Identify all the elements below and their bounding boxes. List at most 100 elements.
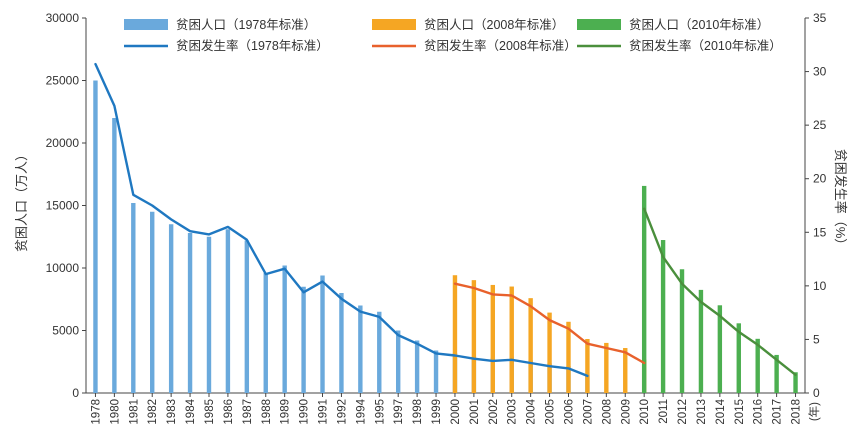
bar-3	[755, 338, 760, 393]
y-right-tick-label: 30	[813, 65, 827, 79]
legend-line-label-2: 贫困发生率（2008年标准）	[424, 38, 577, 53]
bar-1	[433, 350, 439, 393]
x-axis-unit-label: (年)	[807, 402, 821, 421]
bars	[93, 80, 798, 393]
x-tick-label: 1982	[147, 399, 159, 425]
bar-1	[112, 118, 117, 393]
x-tick-label: 1989	[280, 399, 292, 425]
bar-3	[679, 269, 685, 393]
bar-2	[509, 286, 514, 393]
x-tick-label: 1991	[318, 399, 330, 425]
bar-2	[623, 348, 628, 393]
bar-1	[131, 203, 136, 393]
x-tick-label: 1998	[412, 399, 424, 425]
x-tick-label: 1992	[336, 399, 348, 425]
y-left-tick-label: 15000	[46, 199, 80, 213]
bar-1	[206, 236, 212, 393]
bar-3	[641, 185, 647, 393]
y-left-tick-label: 30000	[46, 11, 80, 25]
legend-bar-label-3: 贫困人口（2010年标准）	[629, 17, 769, 32]
legend: 贫困人口（1978年标准） 贫困人口（2008年标准） 贫困人口（2010年标准） 贫…	[124, 17, 782, 53]
line-series-1	[94, 62, 589, 378]
bar-1	[168, 224, 174, 393]
y-right-tick-label: 10	[813, 279, 827, 293]
y-right-tick-label: 0	[813, 386, 820, 400]
x-tick-label: 2005	[545, 399, 557, 425]
bar-1	[263, 273, 268, 393]
bar-1	[414, 340, 420, 393]
legend-bar-swatch-3	[577, 19, 621, 30]
y-left-tick-label: 20000	[46, 136, 80, 150]
x-tick-label: 1990	[299, 399, 311, 425]
bar-1	[244, 240, 250, 393]
bar-2	[452, 275, 458, 393]
y-left-tick-label: 10000	[46, 261, 80, 275]
bar-1	[339, 293, 344, 393]
x-tick-label: 2009	[620, 399, 632, 425]
bar-1	[301, 286, 306, 393]
y-right-tick-label: 25	[813, 118, 827, 132]
x-tick-label: 1995	[374, 399, 386, 425]
x-tick-label: 1988	[261, 399, 273, 425]
y-left-tick-label: 5000	[52, 324, 79, 338]
x-tick-label: 2002	[488, 399, 500, 425]
bar-3	[698, 289, 704, 393]
y-right-tick-label: 20	[813, 172, 827, 186]
x-tick-label: 2017	[772, 399, 784, 425]
legend-bar-label-1: 贫困人口（1978年标准）	[176, 17, 316, 32]
bar-1	[93, 80, 98, 393]
legend-bar-swatch-2	[372, 19, 416, 30]
x-tick-label: 2012	[677, 399, 689, 425]
x-tick-label: 1984	[185, 398, 197, 424]
x-tick-label: 1994	[355, 398, 367, 424]
x-tick-label: 1983	[166, 399, 178, 425]
x-tick-label: 2006	[563, 399, 575, 425]
y-right-tick-label: 5	[813, 332, 820, 346]
y-right-tick-label: 15	[813, 225, 827, 239]
y-left-axis-title: 贫困人口（万人）	[14, 148, 29, 252]
x-tick-label: 2000	[450, 399, 462, 425]
x-tick-label: 2007	[582, 399, 594, 425]
bar-2	[585, 339, 590, 393]
bar-3	[774, 354, 779, 393]
line-series-3	[643, 207, 797, 376]
x-tick-label: 1985	[204, 399, 216, 425]
legend-line-label-3: 贫困发生率（2010年标准）	[629, 38, 782, 53]
bar-2	[604, 342, 609, 393]
y-left-tick-label: 25000	[46, 74, 80, 88]
bar-3	[717, 305, 723, 393]
legend-bar-swatch-1	[124, 19, 168, 30]
bar-1	[358, 305, 363, 393]
x-tick-label: 2003	[507, 399, 519, 425]
x-tick-label: 2016	[753, 399, 765, 425]
bar-3	[736, 323, 741, 393]
lines	[94, 62, 797, 378]
x-tick-label: 1997	[393, 399, 405, 425]
bar-3	[793, 372, 798, 393]
bar-2	[528, 298, 533, 393]
bar-1	[150, 211, 155, 393]
x-tick-label: 1987	[242, 399, 254, 425]
x-tick-label: 2018	[791, 399, 803, 425]
legend-bar-label-2: 贫困人口（2008年标准）	[424, 17, 564, 32]
y-right-axis-title: 贫困发生率（%）	[833, 149, 848, 252]
x-tick-label: 1981	[128, 399, 140, 425]
bar-2	[547, 312, 552, 393]
bar-3	[660, 240, 666, 393]
bar-2	[566, 321, 571, 393]
bar-1	[282, 265, 287, 393]
bar-2	[490, 284, 496, 393]
x-tick-label: 1986	[223, 399, 235, 425]
x-tick-label: 2004	[526, 398, 538, 424]
legend-line-label-1: 贫困发生率（1978年标准）	[176, 38, 329, 53]
x-tick-label: 1980	[109, 399, 121, 425]
x-tick-label: 2008	[601, 399, 613, 425]
line-series-2	[453, 282, 646, 365]
axes: 0 5000 10000 15000 20000 25000 30000 0 5 10 15 20 25…	[46, 11, 827, 425]
y-right-tick-label: 35	[813, 11, 827, 25]
bar-1	[225, 229, 231, 393]
x-tick-label: 2010	[639, 399, 651, 425]
bar-1	[377, 311, 382, 393]
bar-1	[187, 233, 193, 393]
